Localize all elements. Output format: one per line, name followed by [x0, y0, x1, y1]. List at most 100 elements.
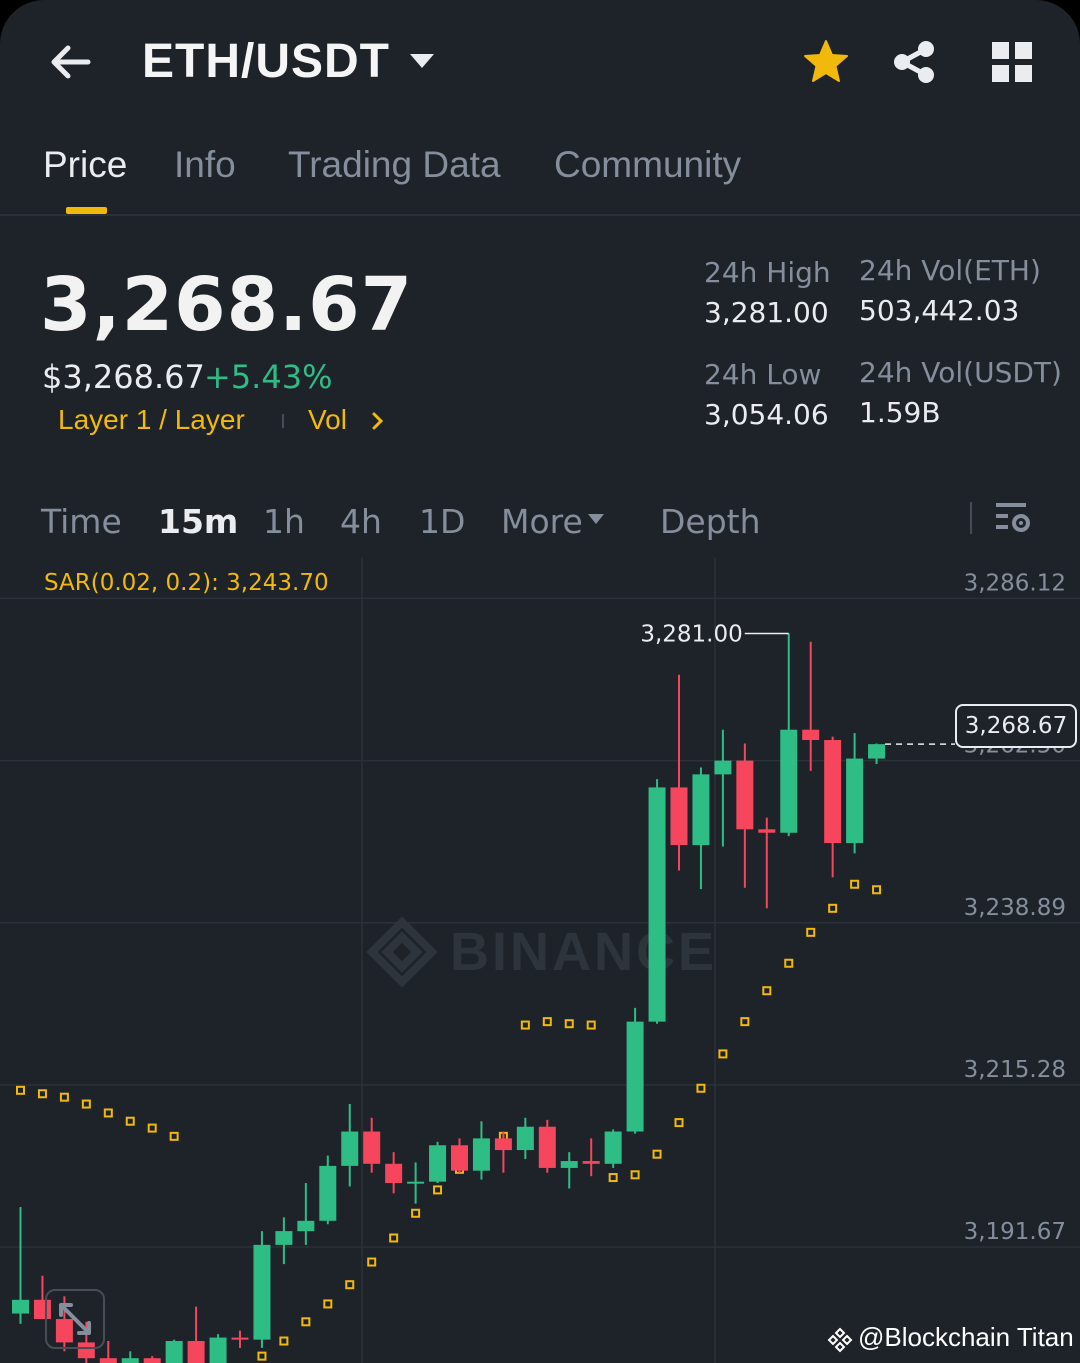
top-bar: ETH/USDT — [0, 0, 1080, 125]
interval-depth[interactable]: Depth — [660, 502, 761, 541]
category-tag[interactable]: Layer 1 / Layer — [58, 404, 245, 435]
y-tick-label: 3,286.12 — [964, 570, 1066, 596]
candle-body — [253, 1244, 271, 1340]
sar-point — [542, 1017, 552, 1027]
candle-body — [363, 1131, 381, 1164]
candle-body — [165, 1341, 183, 1363]
more-caret-icon[interactable] — [586, 512, 606, 526]
sar-point — [718, 1049, 728, 1059]
candle-body — [77, 1342, 95, 1359]
expand-chart-button[interactable] — [45, 1289, 105, 1349]
sar-point — [301, 1317, 311, 1327]
candle-body — [824, 740, 842, 844]
interval-more[interactable]: More — [501, 502, 583, 541]
sar-point — [828, 903, 838, 913]
sar-point — [740, 1017, 750, 1027]
stat-value-24h-low: 3,054.06 — [704, 398, 829, 431]
sar-point — [564, 1019, 574, 1029]
sar-point — [367, 1257, 377, 1267]
tab-bar: Price Info Trading Data Community — [0, 130, 1080, 216]
sar-point — [16, 1085, 25, 1095]
grid-icon[interactable] — [990, 40, 1034, 84]
tab-info[interactable]: Info — [174, 144, 236, 185]
sar-point — [652, 1149, 662, 1159]
y-tick-label: 3,238.89 — [964, 895, 1066, 921]
interval-1h[interactable]: 1h — [263, 502, 305, 541]
share-icon[interactable] — [890, 38, 938, 86]
indicator-settings-icon[interactable] — [994, 500, 1032, 536]
chevron-right-icon[interactable] — [368, 408, 388, 434]
candle-body — [429, 1145, 447, 1182]
candle-body — [187, 1341, 205, 1363]
interval-time[interactable]: Time — [41, 502, 122, 541]
candle-body — [55, 1319, 73, 1343]
candle-body — [143, 1358, 161, 1363]
caret-down-icon[interactable] — [408, 50, 436, 72]
sar-point — [411, 1208, 421, 1218]
candle-body — [560, 1161, 578, 1168]
candle-body — [12, 1299, 29, 1314]
stat-value-24h-vol-eth: 503,442.03 — [859, 294, 1020, 327]
candle-body — [648, 787, 666, 1022]
candle-body — [736, 760, 754, 830]
price-change-percent: +5.43% — [204, 358, 333, 396]
sar-point — [806, 927, 816, 937]
candle-body — [472, 1138, 490, 1171]
stat-label-24h-low: 24h Low — [704, 358, 822, 391]
sar-point — [59, 1092, 69, 1102]
candle-body — [451, 1145, 468, 1171]
stat-label-24h-vol-usdt: 24h Vol(USDT) — [859, 356, 1062, 389]
pair-title[interactable]: ETH/USDT — [142, 35, 390, 88]
candle-body — [626, 1021, 644, 1132]
candle-body — [319, 1165, 337, 1221]
stat-value-24h-high: 3,281.00 — [704, 296, 829, 329]
sar-point — [257, 1351, 267, 1361]
sar-point — [389, 1233, 399, 1243]
candle-body — [758, 829, 776, 833]
candle-body — [99, 1358, 117, 1363]
vol-tag[interactable]: Vol — [308, 404, 347, 435]
binance-watermark: BINANCE — [450, 922, 717, 982]
candle-body — [846, 758, 864, 844]
interval-15m[interactable]: 15m — [158, 502, 239, 541]
active-tab-indicator — [66, 207, 107, 214]
candle-body — [538, 1126, 556, 1168]
last-price: 3,268.67 — [40, 262, 414, 348]
candle-body — [121, 1358, 139, 1363]
tab-price[interactable]: Price — [43, 144, 128, 185]
sar-point — [81, 1099, 91, 1109]
stat-label-24h-high: 24h High — [704, 256, 831, 289]
interval-4h[interactable]: 4h — [340, 502, 382, 541]
candle-body — [407, 1181, 425, 1184]
star-icon[interactable] — [802, 38, 850, 86]
sar-point — [850, 879, 860, 889]
sar-point — [147, 1123, 157, 1133]
tab-community[interactable]: Community — [554, 144, 742, 185]
interval-1d[interactable]: 1D — [419, 502, 466, 541]
sar-point — [586, 1020, 596, 1030]
candle-body — [868, 744, 886, 759]
candle-body — [341, 1131, 359, 1166]
tag-divider — [282, 414, 284, 428]
stat-label-24h-vol-eth: 24h Vol(ETH) — [859, 254, 1041, 287]
sar-point — [872, 885, 882, 895]
back-arrow-icon[interactable] — [44, 38, 96, 86]
candle-body — [582, 1161, 600, 1164]
candle-body — [209, 1337, 227, 1363]
creator-credit: @Blockchain Titan — [858, 1322, 1074, 1352]
candle-body — [494, 1138, 512, 1151]
sar-indicator-label: SAR(0.02, 0.2): 3,243.70 — [44, 570, 329, 596]
candle-body — [275, 1231, 293, 1245]
candle-body — [692, 774, 710, 846]
candle-body — [780, 729, 798, 833]
sar-point — [433, 1185, 443, 1195]
y-tick-label: 3,191.67 — [964, 1219, 1066, 1245]
tab-trading-data[interactable]: Trading Data — [288, 144, 501, 185]
sar-point — [125, 1116, 135, 1126]
sar-point — [169, 1131, 179, 1141]
candle-body — [231, 1337, 249, 1340]
candle-body — [802, 729, 820, 741]
sar-point — [323, 1299, 333, 1309]
candlestick-chart[interactable]: BINANCE3,286.123,262.503,238.893,215.283… — [0, 558, 1080, 1363]
candle-body — [385, 1163, 403, 1184]
